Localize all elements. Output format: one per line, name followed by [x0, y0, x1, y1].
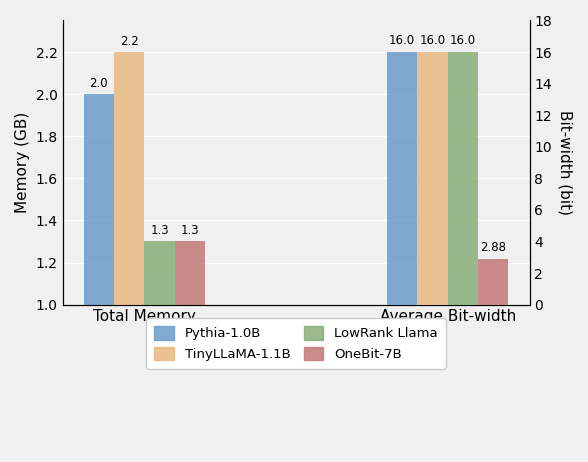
Bar	[387, 52, 417, 304]
Bar	[417, 52, 447, 304]
Text: 16.0: 16.0	[389, 34, 415, 47]
Bar	[478, 259, 509, 304]
Text: 2.2: 2.2	[120, 35, 139, 48]
Y-axis label: Memory (GB): Memory (GB)	[15, 112, 30, 213]
Bar	[83, 94, 114, 462]
Text: 1.3: 1.3	[181, 224, 199, 237]
Text: 16.0: 16.0	[419, 34, 446, 47]
Bar	[447, 52, 478, 304]
Legend: Pythia-1.0B, TinyLLaMA-1.1B, LowRank Llama, OneBit-7B: Pythia-1.0B, TinyLLaMA-1.1B, LowRank Lla…	[146, 318, 446, 369]
Text: 1.3: 1.3	[151, 224, 169, 237]
Bar	[175, 242, 205, 462]
Bar	[145, 242, 175, 462]
Y-axis label: Bit-width (bit): Bit-width (bit)	[558, 110, 573, 215]
Text: 2.0: 2.0	[89, 77, 108, 90]
Bar	[114, 52, 145, 462]
Text: 2.88: 2.88	[480, 242, 506, 255]
Text: 16.0: 16.0	[450, 34, 476, 47]
